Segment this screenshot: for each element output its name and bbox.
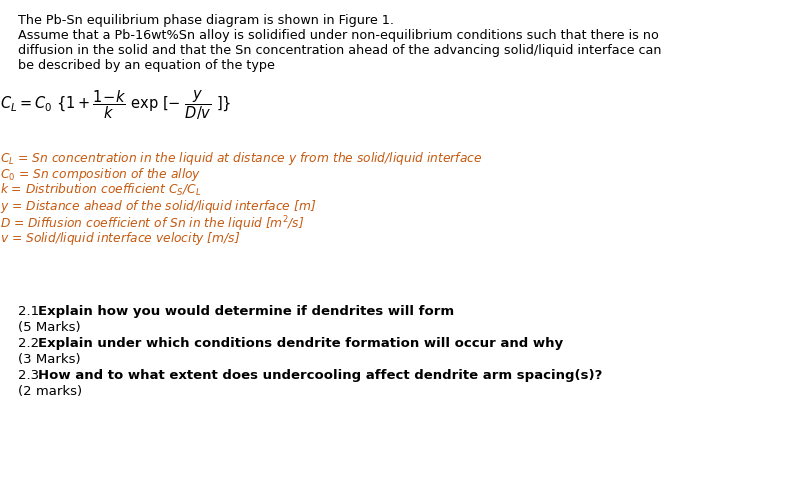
Text: Explain how you would determine if dendrites will form: Explain how you would determine if dendr… [38,305,454,318]
Text: (3 Marks): (3 Marks) [18,353,81,366]
Text: The Pb-Sn equilibrium phase diagram is shown in Figure 1.: The Pb-Sn equilibrium phase diagram is s… [18,14,394,27]
Text: 2.2: 2.2 [18,337,44,350]
Text: diffusion in the solid and that the Sn concentration ahead of the advancing soli: diffusion in the solid and that the Sn c… [18,44,662,57]
Text: $C_0$ = Sn composition of the alloy: $C_0$ = Sn composition of the alloy [0,166,202,183]
Text: Explain under which conditions dendrite formation will occur and why: Explain under which conditions dendrite … [38,337,563,350]
Text: $k$ = Distribution coefficient $C_S$/$C_L$: $k$ = Distribution coefficient $C_S$/$C_… [0,182,202,198]
Text: How and to what extent does undercooling affect dendrite arm spacing(s)?: How and to what extent does undercooling… [38,369,602,382]
Text: be described by an equation of the type: be described by an equation of the type [18,59,275,72]
Text: 2.3: 2.3 [18,369,44,382]
Text: Assume that a Pb-16wt%Sn alloy is solidified under non-equilibrium conditions su: Assume that a Pb-16wt%Sn alloy is solidi… [18,29,659,42]
Text: (2 marks): (2 marks) [18,385,82,398]
Text: (5 Marks): (5 Marks) [18,321,81,334]
Text: 2.1: 2.1 [18,305,44,318]
Text: $C_L = C_0\ \{1 + \dfrac{1\!-\!k}{k}\ \mathrm{exp}\ [-\ \dfrac{y}{D/v}\ ]\}$: $C_L = C_0\ \{1 + \dfrac{1\!-\!k}{k}\ \m… [0,88,231,122]
Text: $C_L$ = Sn concentration in the liquid at distance y from the solid/liquid inter: $C_L$ = Sn concentration in the liquid a… [0,150,482,167]
Text: $D$ = Diffusion coefficient of Sn in the liquid [m$^2$/s]: $D$ = Diffusion coefficient of Sn in the… [0,214,305,234]
Text: $v$ = Solid/liquid interface velocity [m/s]: $v$ = Solid/liquid interface velocity [m… [0,230,240,247]
Text: $y$ = Distance ahead of the solid/liquid interface [m]: $y$ = Distance ahead of the solid/liquid… [0,198,316,215]
